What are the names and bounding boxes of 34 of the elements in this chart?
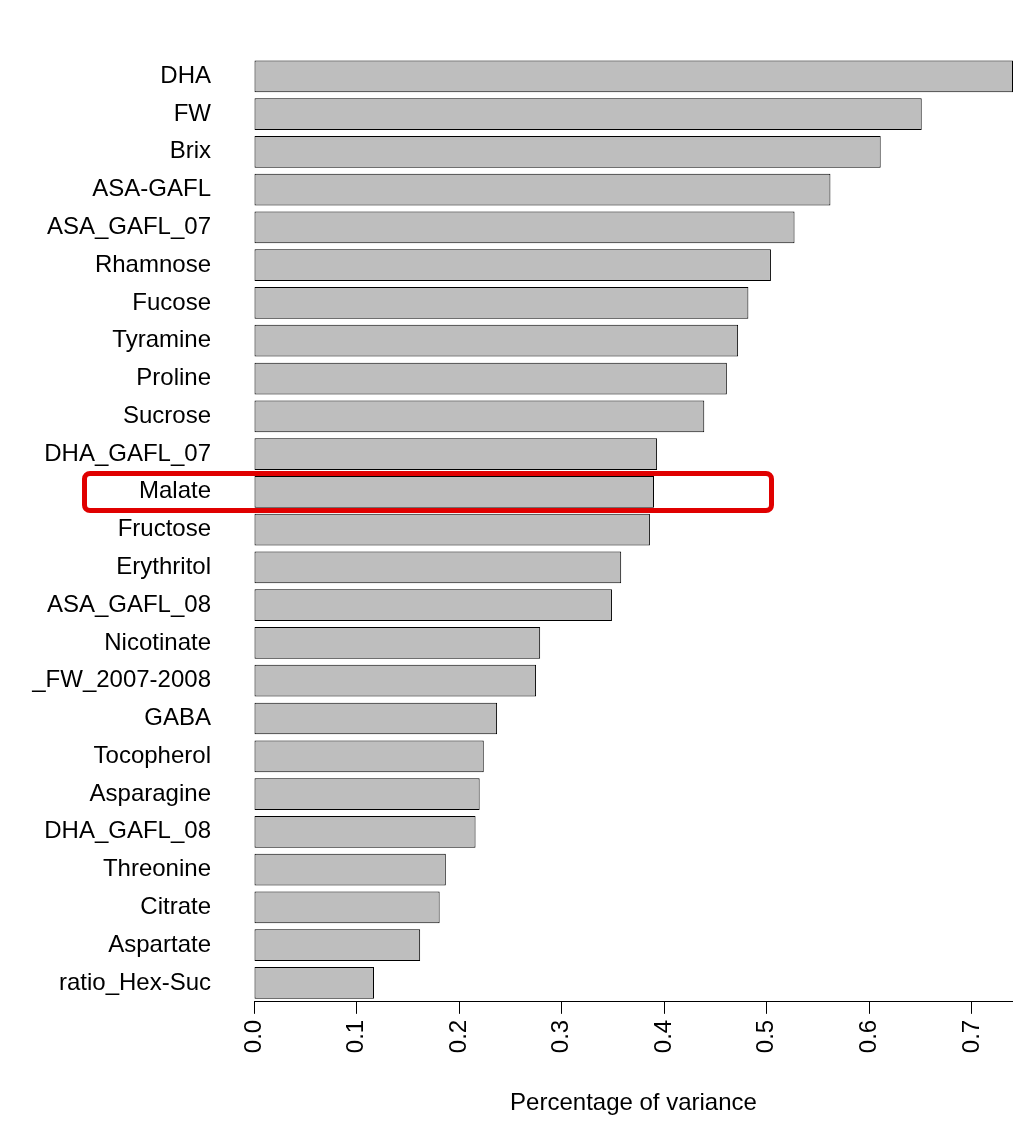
x-tick-label: 0.5 [751,1019,779,1054]
y-tick-label: FW [173,98,212,126]
y-tick-label: Fucose [132,287,211,315]
x-tick-label: 0.7 [956,1019,984,1054]
y-tick-label: Tocopherol [93,740,211,768]
y-tick-label: Rhamnose [94,249,211,277]
x-tick-label: 0.6 [854,1019,882,1054]
x-axis-title: Percentage of variance [510,1088,757,1116]
y-tick-label: ASA-GAFL [92,174,211,202]
x-tick-label: 0.3 [546,1019,574,1054]
y-tick-label: DHA [160,60,211,88]
y-tick-label: Brix [169,136,211,164]
y-tick-label: Aspartate [108,929,211,957]
x-tick-label: 0.2 [443,1019,471,1054]
y-tick-label: Proline [136,363,211,391]
y-tick-label: Citrate [140,892,211,920]
y-tick-label: Erythritol [116,552,211,580]
x-tick-label: 0.0 [238,1019,266,1054]
y-tick-label: DHA_GAFL_08 [44,816,211,844]
x-tick-label: 0.4 [648,1019,676,1054]
y-tick-label: _FW_2007-2008 [31,665,211,693]
y-tick-label: ASA_GAFL_08 [46,589,211,617]
y-tick-label: ratio_Hex-Suc [58,967,211,995]
y-tick-label: GABA [144,703,211,731]
y-tick-label: DHA_GAFL_07 [44,438,211,466]
y-tick-label: Asparagine [89,778,211,806]
y-tick-label: Nicotinate [104,627,211,655]
y-tick-label: ASA_GAFL_07 [46,212,211,240]
y-tick-label: Fructose [117,514,211,542]
y-tick-label: Malate [138,476,211,504]
y-tick-label: Tyramine [112,325,211,353]
y-tick-label: Sucrose [122,400,211,428]
x-tick-label: 0.1 [341,1019,369,1054]
y-tick-label: Threonine [102,854,211,882]
